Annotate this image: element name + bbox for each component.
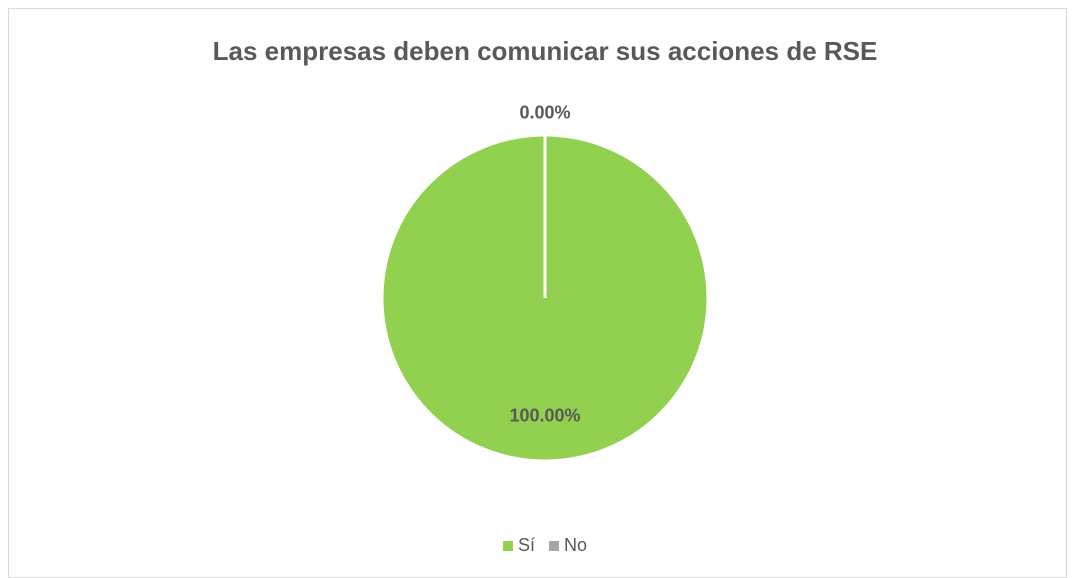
legend-swatch [502,541,513,551]
data-label: 0.00% [519,103,570,123]
chart-title: Las empresas deben comunicar sus accione… [213,36,878,66]
legend-label: Sí [518,535,535,555]
data-label: 100.00% [509,406,580,426]
legend-label: No [564,535,587,555]
legend-swatch [549,541,559,551]
